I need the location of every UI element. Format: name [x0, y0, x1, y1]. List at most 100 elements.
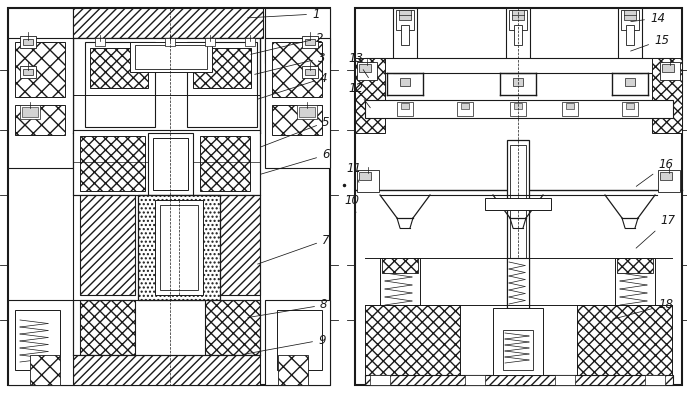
Bar: [393, 8, 417, 73]
Bar: [299, 107, 315, 117]
Bar: [23, 69, 33, 75]
Bar: [80, 300, 135, 355]
Bar: [138, 195, 220, 300]
Bar: [397, 102, 413, 116]
Bar: [73, 38, 260, 133]
Bar: [660, 62, 680, 80]
Text: 13: 13: [348, 51, 368, 78]
Bar: [357, 62, 377, 80]
Bar: [95, 38, 105, 46]
Bar: [400, 78, 410, 86]
Bar: [380, 258, 420, 313]
Bar: [205, 300, 260, 355]
Bar: [401, 103, 409, 109]
Bar: [357, 170, 379, 192]
Bar: [305, 69, 315, 75]
Bar: [302, 36, 318, 48]
Text: 10: 10: [344, 193, 359, 212]
Bar: [355, 58, 385, 133]
Bar: [566, 103, 574, 109]
Bar: [503, 330, 533, 370]
Text: 17: 17: [636, 213, 675, 248]
Bar: [507, 140, 529, 385]
Bar: [615, 258, 655, 313]
Bar: [365, 375, 673, 385]
Text: 2: 2: [251, 31, 324, 54]
Bar: [135, 45, 207, 69]
Bar: [618, 8, 642, 73]
Bar: [365, 305, 460, 375]
Text: 16: 16: [636, 158, 673, 186]
Bar: [562, 102, 578, 116]
Text: 15: 15: [631, 33, 669, 51]
Bar: [265, 38, 330, 168]
Bar: [30, 355, 60, 385]
Bar: [621, 10, 639, 30]
Bar: [205, 38, 215, 46]
Text: 3: 3: [255, 51, 326, 74]
Bar: [22, 107, 38, 117]
Bar: [165, 38, 175, 46]
Bar: [624, 10, 636, 20]
Bar: [626, 103, 634, 109]
Bar: [617, 258, 653, 273]
Bar: [662, 64, 674, 72]
Bar: [658, 170, 680, 192]
Text: 7: 7: [258, 233, 330, 264]
Bar: [622, 102, 638, 116]
Bar: [80, 195, 135, 295]
Bar: [359, 64, 371, 72]
Bar: [23, 39, 33, 45]
Text: 14: 14: [631, 11, 665, 24]
Bar: [90, 48, 148, 88]
Bar: [507, 258, 529, 308]
Bar: [278, 355, 308, 385]
Text: 5: 5: [260, 116, 330, 147]
Bar: [457, 102, 473, 116]
Bar: [15, 105, 65, 135]
Bar: [645, 375, 665, 385]
Bar: [272, 105, 322, 135]
Bar: [272, 42, 322, 97]
Bar: [305, 39, 315, 45]
Bar: [510, 102, 526, 116]
Bar: [365, 58, 673, 73]
Bar: [277, 310, 322, 370]
Bar: [187, 42, 257, 127]
Bar: [513, 78, 523, 86]
Bar: [485, 198, 551, 210]
Bar: [465, 375, 485, 385]
Bar: [80, 136, 145, 191]
Text: 18: 18: [613, 299, 673, 319]
Text: 6: 6: [260, 149, 330, 174]
Bar: [265, 300, 330, 385]
Bar: [396, 10, 414, 30]
Bar: [625, 78, 635, 86]
Bar: [577, 305, 672, 375]
Bar: [461, 103, 469, 109]
Text: 9: 9: [243, 334, 326, 354]
Bar: [365, 100, 673, 118]
Bar: [359, 172, 371, 180]
Bar: [355, 8, 682, 385]
Bar: [382, 258, 418, 273]
Bar: [8, 8, 330, 385]
Text: 12: 12: [348, 81, 370, 108]
Bar: [153, 138, 188, 190]
Text: 4: 4: [258, 72, 328, 99]
Bar: [265, 8, 330, 63]
Bar: [20, 36, 36, 48]
Bar: [160, 205, 198, 290]
Bar: [155, 200, 203, 295]
Bar: [506, 8, 530, 73]
Bar: [652, 58, 682, 133]
Bar: [401, 25, 409, 45]
Bar: [514, 103, 522, 109]
Bar: [8, 38, 73, 168]
Bar: [20, 105, 40, 119]
Text: 1: 1: [248, 7, 319, 20]
Bar: [193, 48, 251, 88]
Bar: [660, 172, 672, 180]
Bar: [148, 133, 193, 195]
Bar: [512, 10, 524, 20]
